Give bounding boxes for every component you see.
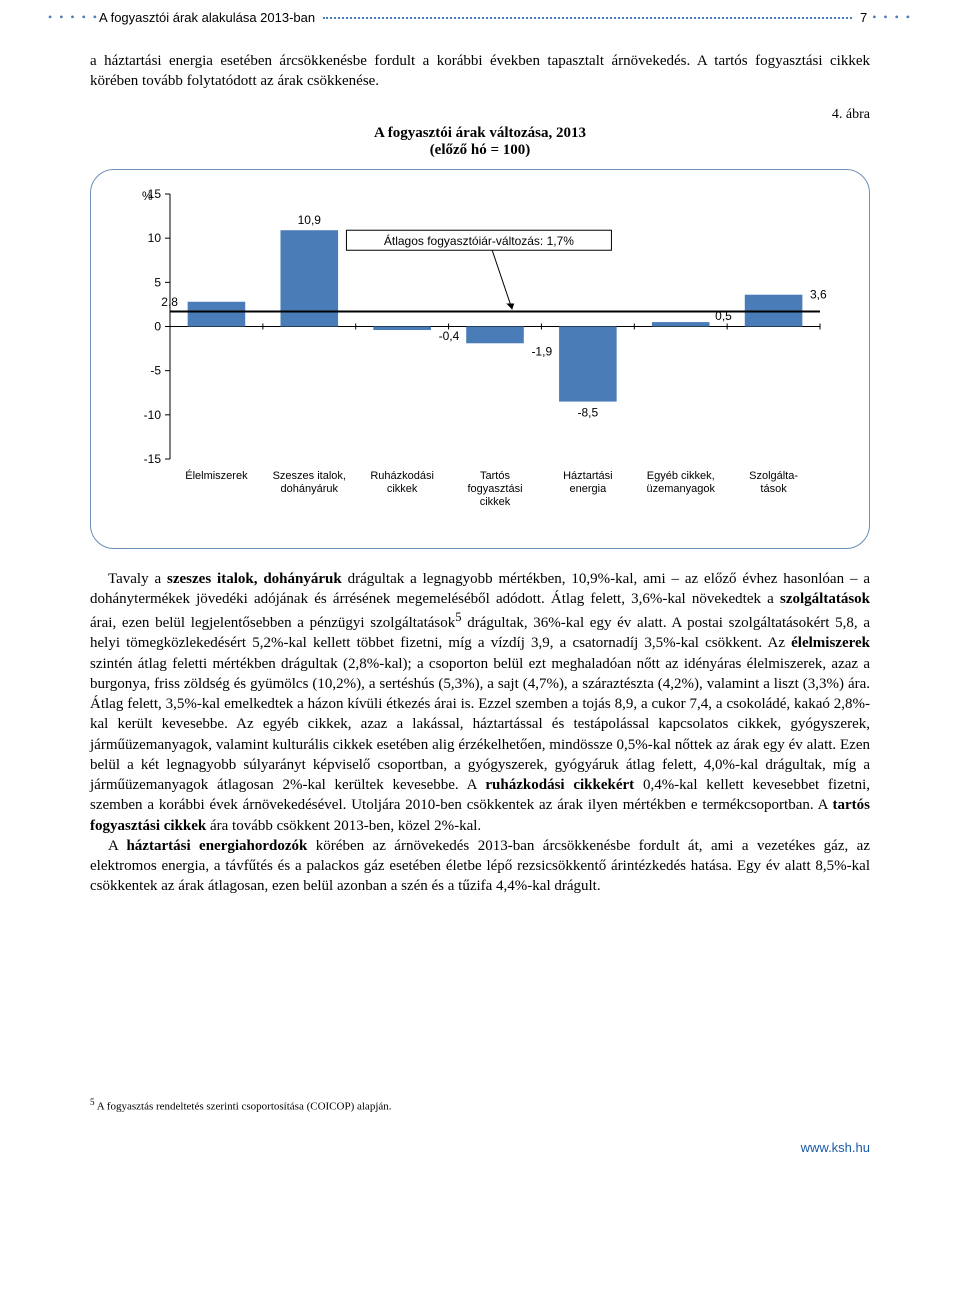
body-text-h: szintén átlag feletti mértékben drágulta… xyxy=(90,656,870,794)
figure-label: 4. ábra xyxy=(90,107,870,123)
body-text-e: árai, ezen belül legjelentősebben a pénz… xyxy=(90,615,455,631)
header-dotted-line xyxy=(323,17,852,19)
svg-text:Ruházkodási: Ruházkodási xyxy=(370,470,434,482)
body-text-2a: A xyxy=(108,838,126,854)
svg-text:Tartós: Tartós xyxy=(480,470,510,482)
header-dots-right: • • • • xyxy=(867,10,912,25)
svg-text:cikkek: cikkek xyxy=(387,483,418,495)
svg-text:energia: energia xyxy=(570,483,608,495)
svg-text:fogyasztási: fogyasztási xyxy=(467,483,522,495)
svg-text:Egyéb cikkek,: Egyéb cikkek, xyxy=(647,470,715,482)
svg-text:Háztartási: Háztartási xyxy=(563,470,613,482)
svg-text:2,8: 2,8 xyxy=(161,294,178,308)
svg-text:Átlagos fogyasztóiár-változás:: Átlagos fogyasztóiár-változás: 1,7% xyxy=(384,233,574,248)
figure-title: A fogyasztói árak változása, 2013 xyxy=(90,125,870,142)
svg-text:-0,4: -0,4 xyxy=(439,329,460,343)
footer-link[interactable]: www.ksh.hu xyxy=(801,1140,870,1155)
footnote: 5 A fogyasztás rendeltetés szerinti csop… xyxy=(90,1097,870,1113)
header-title: A fogyasztói árak alakulása 2013-ban xyxy=(99,10,315,25)
svg-text:Élelmiszerek: Élelmiszerek xyxy=(185,469,248,482)
footer: www.ksh.hu xyxy=(0,1140,960,1173)
svg-text:5: 5 xyxy=(154,275,161,289)
svg-text:tások: tások xyxy=(760,483,787,495)
footnote-text: A fogyasztás rendeltetés szerinti csopor… xyxy=(95,1100,392,1112)
body-text-a: Tavaly a xyxy=(108,571,167,587)
svg-text:-1,9: -1,9 xyxy=(531,344,552,358)
figure-subtitle: (előző hó = 100) xyxy=(90,142,870,159)
content: a háztartási energia esetében árcsökkené… xyxy=(0,51,960,1112)
svg-text:Szolgálta-: Szolgálta- xyxy=(749,470,798,482)
body-bold-elel: élelmiszerek xyxy=(791,635,870,651)
svg-text:-15: -15 xyxy=(144,452,162,466)
svg-text:dohányáruk: dohányáruk xyxy=(281,483,339,495)
page-number: 7 xyxy=(860,10,867,25)
intro-paragraph: a háztartási energia esetében árcsökkené… xyxy=(90,51,870,92)
svg-text:-8,5: -8,5 xyxy=(578,405,599,419)
svg-text:cikkek: cikkek xyxy=(480,496,511,508)
svg-text:Szeszes italok,: Szeszes italok, xyxy=(273,470,346,482)
svg-text:-10: -10 xyxy=(144,407,162,421)
chart-container: %-15-10-50510152,810,9-0,4-1,9-8,50,53,6… xyxy=(90,169,870,549)
svg-text:0: 0 xyxy=(154,319,161,333)
svg-text:üzemanyagok: üzemanyagok xyxy=(646,483,715,495)
body-text: Tavaly a szeszes italok, dohányáruk drág… xyxy=(90,569,870,897)
header-dots-left: • • • • • xyxy=(48,10,99,25)
body-bold-szolg: szolgáltatások xyxy=(780,591,870,607)
body-bold-szeszes: szeszes italok, dohányáruk xyxy=(167,571,342,587)
body-text-l: ára tovább csökkent 2013-ben, közel 2%-k… xyxy=(206,818,481,834)
page-header: • • • • • A fogyasztói árak alakulása 20… xyxy=(0,0,960,33)
bar-chart: %-15-10-50510152,810,9-0,4-1,9-8,50,53,6… xyxy=(119,184,841,534)
svg-text:10: 10 xyxy=(148,231,162,245)
page: • • • • • A fogyasztói árak alakulása 20… xyxy=(0,0,960,1308)
body-bold-haztart: háztartási energiahordozók xyxy=(126,838,307,854)
svg-text:3,6: 3,6 xyxy=(810,287,827,301)
svg-text:15: 15 xyxy=(148,187,162,201)
svg-text:10,9: 10,9 xyxy=(298,213,322,227)
body-bold-ruhaz: ruházkodási cikkekért xyxy=(485,777,634,793)
svg-text:-5: -5 xyxy=(150,363,161,377)
